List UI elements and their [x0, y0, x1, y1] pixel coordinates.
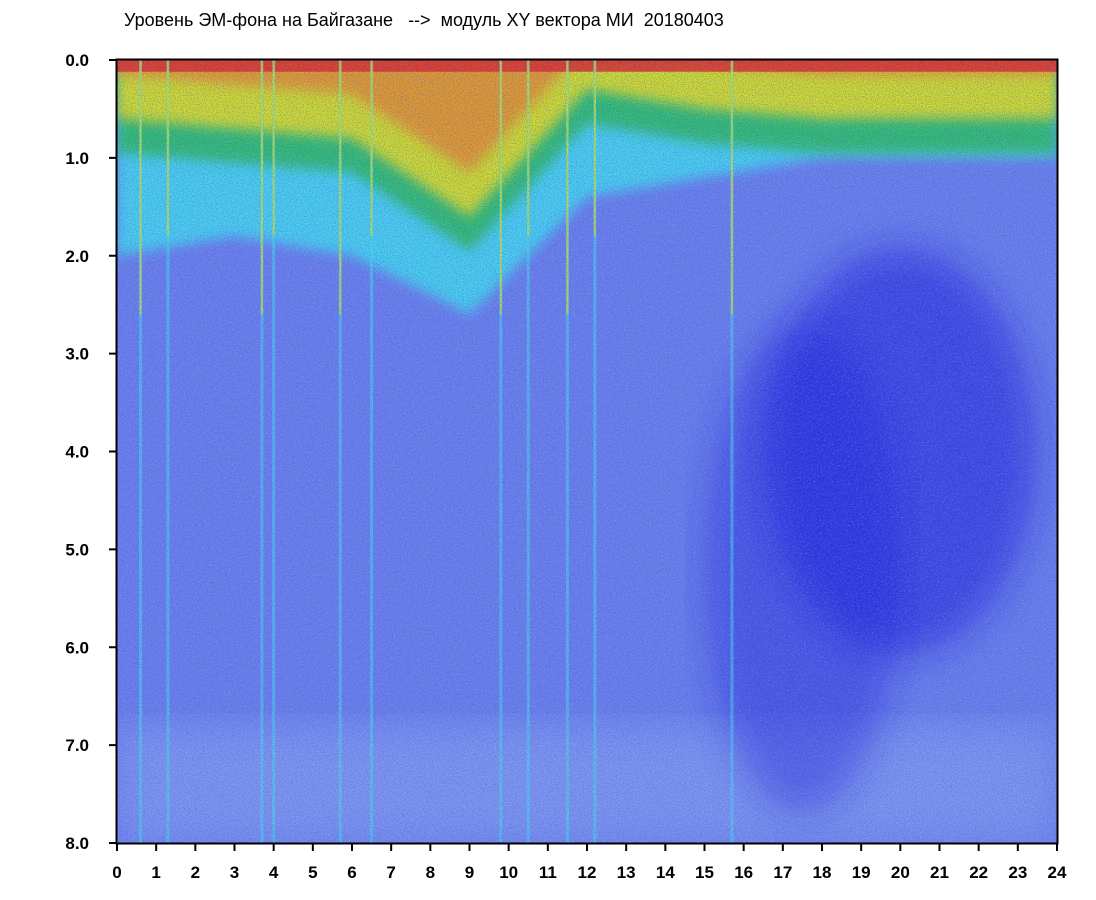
y-tick-label: 4.0: [65, 443, 89, 462]
y-tick-label: 2.0: [65, 247, 89, 266]
x-tick-label: 20: [891, 863, 910, 882]
heatmap-noise-light: [117, 60, 1057, 843]
y-tick-label: 0.0: [65, 51, 89, 70]
y-tick-label: 5.0: [65, 540, 89, 559]
x-tick-label: 5: [308, 863, 317, 882]
heatmap-area: [117, 60, 1057, 843]
x-tick-label: 16: [734, 863, 753, 882]
x-tick-label: 0: [112, 863, 121, 882]
x-tick-label: 4: [269, 863, 279, 882]
x-tick-label: 3: [230, 863, 239, 882]
x-tick-label: 23: [1008, 863, 1027, 882]
chart-title: Уровень ЭМ-фона на Байгазане --> модуль …: [124, 10, 724, 30]
x-tick-label: 21: [930, 863, 949, 882]
y-tick-label: 8.0: [65, 834, 89, 853]
x-tick-label: 8: [426, 863, 435, 882]
x-tick-label: 15: [695, 863, 714, 882]
y-tick-label: 6.0: [65, 638, 89, 657]
x-tick-label: 1: [151, 863, 160, 882]
y-tick-label: 1.0: [65, 149, 89, 168]
x-tick-label: 19: [852, 863, 871, 882]
x-tick-label: 13: [617, 863, 636, 882]
x-tick-label: 11: [539, 863, 557, 882]
x-tick-label: 7: [386, 863, 395, 882]
x-tick-label: 18: [813, 863, 832, 882]
x-axis: 0 1 2 3 4 5 6 7 8 9 10 11 12 13 14 15 16 17 18 19 20 21 22 23 24: [112, 843, 1067, 882]
x-tick-label: 10: [499, 863, 518, 882]
x-tick-label: 24: [1048, 863, 1067, 882]
x-tick-label: 6: [347, 863, 356, 882]
x-tick-label: 22: [969, 863, 988, 882]
y-tick-label: 7.0: [65, 736, 89, 755]
x-tick-label: 14: [656, 863, 675, 882]
x-tick-label: 9: [465, 863, 474, 882]
x-tick-label: 17: [773, 863, 792, 882]
y-tick-label: 3.0: [65, 345, 89, 364]
x-tick-label: 12: [578, 863, 597, 882]
x-tick-label: 2: [191, 863, 200, 882]
y-axis: 0.0 1.0 2.0 3.0 4.0 5.0 6.0 7.0 8.0: [65, 51, 117, 853]
